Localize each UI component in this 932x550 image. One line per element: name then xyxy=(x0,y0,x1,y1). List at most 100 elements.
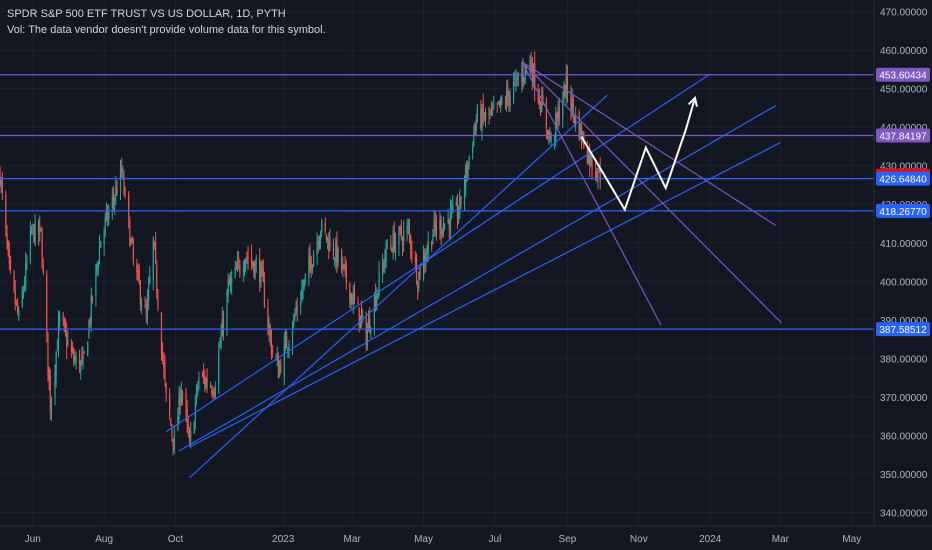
x-tick-label: Sep xyxy=(559,534,577,545)
candle-body xyxy=(0,169,1,185)
price-label: 418.26770 xyxy=(879,207,927,218)
candle-body xyxy=(287,347,289,353)
candle-body xyxy=(491,109,494,112)
candle-body xyxy=(96,264,98,270)
y-tick-label: 460.00000 xyxy=(880,46,928,57)
candle-body xyxy=(89,319,91,323)
candle-body xyxy=(557,109,559,120)
candle-body xyxy=(466,165,468,175)
blue-trend-line[interactable] xyxy=(165,74,710,433)
candle-body xyxy=(187,424,189,434)
candle-body xyxy=(70,344,72,352)
candle-body xyxy=(153,241,156,247)
candle-body xyxy=(59,313,61,323)
candle-body xyxy=(353,291,356,300)
candle-body xyxy=(54,372,56,397)
candle-body xyxy=(62,314,64,322)
candle-body xyxy=(22,289,25,294)
chart-title: SPDR S&P 500 ETF TRUST VS US DOLLAR, 1D,… xyxy=(7,8,286,20)
candle-body xyxy=(119,167,122,192)
price-axis[interactable]: 470.00000460.00000450.00000440.00000430.… xyxy=(880,8,928,520)
candle-body xyxy=(190,431,192,439)
candle-body xyxy=(259,258,261,284)
candle-body xyxy=(517,79,519,81)
candle-body xyxy=(123,176,125,194)
candle-body xyxy=(328,240,330,252)
horizontal-lines[interactable] xyxy=(0,74,874,330)
candle-body xyxy=(277,358,280,379)
candle-body xyxy=(458,214,460,219)
candle-body xyxy=(465,165,467,189)
candle-body xyxy=(29,229,32,262)
candle-body xyxy=(80,360,82,372)
purple-trend-line[interactable] xyxy=(521,61,662,326)
candle-body xyxy=(87,341,89,357)
y-tick-label: 360.00000 xyxy=(880,431,928,442)
blue-trend-line[interactable] xyxy=(189,142,781,448)
candle-body xyxy=(221,318,223,337)
candle-body xyxy=(357,301,359,304)
trend-lines[interactable] xyxy=(165,61,782,479)
candle-body xyxy=(288,344,290,351)
candle-body xyxy=(226,291,228,330)
candle-body xyxy=(164,362,166,381)
price-label: 437.84197 xyxy=(879,131,927,142)
candle-body xyxy=(435,225,438,233)
candle-body xyxy=(362,315,364,317)
candle-body xyxy=(417,285,419,289)
purple-trend-line[interactable] xyxy=(521,61,782,324)
candle-body xyxy=(222,320,225,331)
projection-line[interactable] xyxy=(580,97,696,213)
candle-body xyxy=(317,242,319,246)
purple-trend-line[interactable] xyxy=(521,61,777,226)
candle-body xyxy=(296,306,298,312)
candle-body xyxy=(476,108,478,121)
candle-body xyxy=(398,227,400,247)
candle-body xyxy=(530,60,532,71)
y-tick-label: 470.00000 xyxy=(880,8,928,19)
candle-body xyxy=(128,194,130,218)
candle-body xyxy=(293,315,295,327)
time-axis[interactable]: Jun Aug Oct 2023 Mar May Jul Sep Nov 2024 Mar May xyxy=(25,534,862,545)
candle-body xyxy=(260,263,262,288)
x-tick-label: May xyxy=(414,534,433,545)
candle-body xyxy=(286,336,288,349)
candle-body xyxy=(41,233,43,267)
candle-body xyxy=(523,78,525,83)
candle-body xyxy=(16,302,19,313)
candle-body xyxy=(262,268,264,283)
y-tick-label: 410.00000 xyxy=(880,239,928,250)
candle-body xyxy=(587,152,590,164)
candle-body xyxy=(336,239,338,265)
candle-body xyxy=(384,258,386,263)
candle-body xyxy=(152,237,154,280)
blue-trend-line[interactable] xyxy=(178,105,777,452)
candle-body xyxy=(329,239,331,251)
x-tick-label: Mar xyxy=(344,534,362,545)
candle-body xyxy=(104,217,106,228)
candle-body xyxy=(231,277,233,284)
blue-trend-line[interactable] xyxy=(189,94,608,479)
price-label: 387.58512 xyxy=(879,325,927,336)
x-tick-label: 2024 xyxy=(699,534,722,545)
candle-body xyxy=(295,310,297,312)
candle-body xyxy=(246,257,248,259)
candle-body xyxy=(447,218,449,222)
candle-body xyxy=(169,394,171,416)
projection-path[interactable] xyxy=(580,95,698,213)
candle-body xyxy=(542,95,544,106)
candle-body xyxy=(327,236,329,239)
candle-body xyxy=(391,249,393,253)
candle-body xyxy=(516,76,518,78)
x-tick-label: 2023 xyxy=(272,534,295,545)
candle-body xyxy=(180,391,182,403)
candle-body xyxy=(14,290,16,305)
candle-body xyxy=(38,220,40,236)
chart-grid xyxy=(0,0,874,526)
candle-body xyxy=(107,210,109,221)
candle-body xyxy=(136,262,138,272)
candle-body xyxy=(433,219,435,231)
y-tick-label: 380.00000 xyxy=(880,354,928,365)
candle-body xyxy=(545,102,547,129)
